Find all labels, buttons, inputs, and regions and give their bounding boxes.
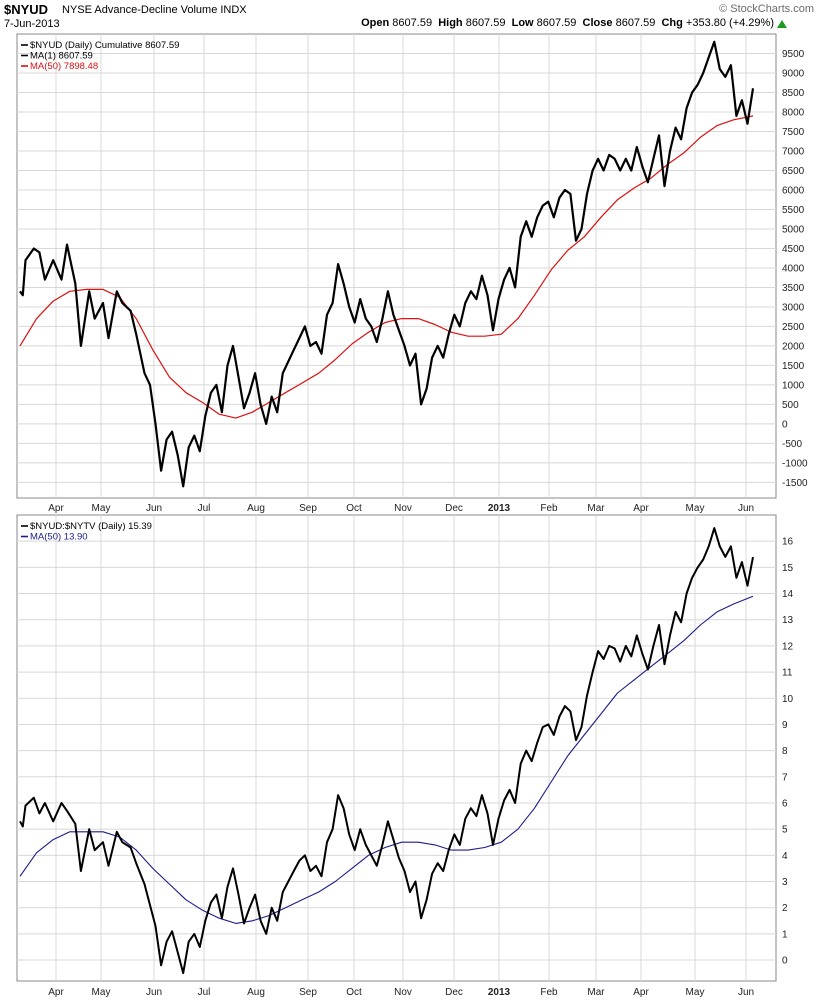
y-tick-label: 5000 — [782, 224, 805, 235]
low-label: Low — [511, 17, 534, 29]
ohlc-readout: Open 8607.59 High 8607.59 Low 8607.59 Cl… — [361, 17, 774, 29]
y-tick-label: 0 — [782, 419, 788, 430]
x-tick-label: Apr — [633, 987, 649, 998]
y-tick-label: 6 — [782, 798, 788, 809]
y-tick-label: -500 — [782, 439, 802, 450]
x-tick-label: Jun — [146, 987, 162, 998]
y-tick-label: 2000 — [782, 341, 805, 352]
y-tick-label: 14 — [782, 589, 794, 600]
y-tick-label: 8500 — [782, 88, 805, 99]
x-tick-label: Jun — [146, 503, 162, 514]
legend-entry: MA(50) 7898.48 — [30, 61, 98, 72]
y-tick-label: 9000 — [782, 68, 805, 79]
x-tick-label: Dec — [445, 987, 463, 998]
y-tick-label: 9 — [782, 720, 788, 731]
x-tick-label: May — [92, 503, 111, 514]
y-tick-label: 4000 — [782, 263, 805, 274]
legend-entry: MA(50) 13.90 — [30, 532, 88, 543]
up-arrow-icon — [777, 20, 787, 28]
brand-logo[interactable]: © StockCharts.com — [719, 3, 814, 15]
open-label: Open — [361, 17, 390, 29]
y-tick-label: 7000 — [782, 146, 805, 157]
x-tick-label: Aug — [247, 987, 265, 998]
x-tick-label: Jul — [198, 987, 211, 998]
y-tick-label: 16 — [782, 537, 794, 548]
x-tick-label: Apr — [48, 987, 64, 998]
legend-entry: $NYUD:$NYTV (Daily) 15.39 — [30, 521, 152, 532]
chg-value: +353.80 (+4.29%) — [685, 17, 774, 29]
legend-entry: MA(1) 8607.59 — [30, 51, 93, 62]
chart-header: $NYUD NYSE Advance-Decline Volume INDX 7… — [0, 0, 820, 34]
legend-entry: $NYUD (Daily) Cumulative 8607.59 — [30, 40, 179, 51]
open-value: 8607.59 — [392, 17, 433, 29]
y-tick-label: 3 — [782, 877, 788, 888]
x-tick-label: Apr — [48, 503, 64, 514]
high-value: 8607.59 — [465, 17, 506, 29]
y-tick-label: 5500 — [782, 205, 805, 216]
x-tick-label: Feb — [540, 987, 558, 998]
y-tick-label: 7 — [782, 772, 788, 783]
x-tick-label: 2013 — [488, 503, 511, 514]
x-tick-label: Aug — [247, 503, 265, 514]
close-value: 8607.59 — [615, 17, 656, 29]
y-tick-label: -1500 — [782, 478, 808, 489]
series-line--nyud-nytv — [19, 527, 754, 975]
y-tick-label: 4 — [782, 851, 788, 862]
y-tick-label: 8000 — [782, 107, 805, 118]
y-tick-label: 500 — [782, 400, 799, 411]
x-tick-label: Nov — [394, 503, 412, 514]
y-tick-label: 1000 — [782, 380, 805, 391]
x-tick-label: Nov — [394, 987, 412, 998]
x-tick-label: Oct — [346, 987, 362, 998]
y-tick-label: 9500 — [782, 49, 805, 60]
x-tick-label: Jun — [738, 987, 754, 998]
x-tick-label: Apr — [633, 503, 649, 514]
y-tick-label: 1 — [782, 929, 788, 940]
y-tick-label: 13 — [782, 615, 794, 626]
x-tick-label: Oct — [346, 503, 362, 514]
close-label: Close — [582, 17, 613, 29]
y-tick-label: 7500 — [782, 127, 805, 138]
x-tick-label: May — [686, 987, 705, 998]
y-tick-label: 6000 — [782, 185, 805, 196]
plot-area-upper — [16, 33, 777, 499]
y-tick-label: 10 — [782, 694, 794, 705]
y-tick-label: 3500 — [782, 283, 805, 294]
x-tick-label: Jul — [198, 503, 211, 514]
x-tick-label: Mar — [587, 987, 605, 998]
high-label: High — [438, 17, 463, 29]
y-tick-label: 2 — [782, 903, 788, 914]
low-value: 8607.59 — [536, 17, 577, 29]
y-tick-label: 15 — [782, 563, 794, 574]
series-line-ma-50- — [19, 115, 754, 419]
x-tick-label: Dec — [445, 503, 463, 514]
x-tick-label: May — [92, 987, 111, 998]
x-tick-label: Mar — [587, 503, 605, 514]
y-tick-label: 3000 — [782, 302, 805, 313]
y-tick-label: 0 — [782, 956, 788, 967]
x-tick-label: Feb — [540, 503, 558, 514]
x-tick-label: Sep — [299, 503, 317, 514]
y-tick-label: -1000 — [782, 458, 808, 469]
y-tick-label: 2500 — [782, 322, 805, 333]
y-tick-label: 12 — [782, 641, 794, 652]
plot-area-lower — [16, 514, 777, 982]
y-tick-label: 6500 — [782, 166, 805, 177]
x-tick-label: Sep — [299, 987, 317, 998]
y-tick-label: 5 — [782, 825, 788, 836]
symbol-name: NYSE Advance-Decline Volume INDX — [62, 4, 247, 16]
y-tick-label: 4500 — [782, 244, 805, 255]
x-tick-label: Jun — [738, 503, 754, 514]
y-tick-label: 8 — [782, 746, 788, 757]
y-tick-label: 1500 — [782, 361, 805, 372]
x-tick-label: 2013 — [488, 987, 511, 998]
chart-date: 7-Jun-2013 — [4, 18, 60, 30]
x-tick-label: May — [686, 503, 705, 514]
chg-label: Chg — [661, 17, 683, 29]
y-tick-label: 11 — [782, 668, 793, 679]
symbol-label: $NYUD — [4, 2, 49, 17]
series-line-ma-1- — [19, 40, 755, 488]
series-line-ma-50- — [19, 595, 754, 924]
